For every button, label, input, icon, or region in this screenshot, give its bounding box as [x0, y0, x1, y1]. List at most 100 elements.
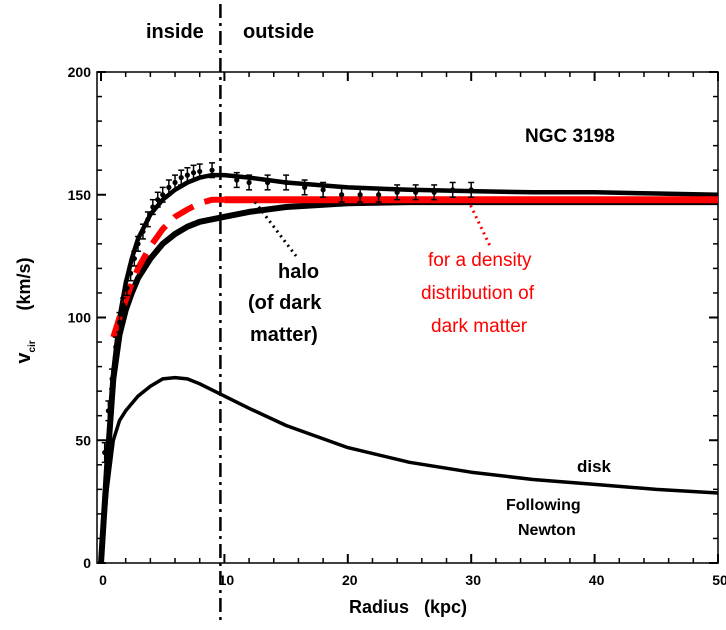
- x-axis-label: Radius (kpc): [349, 597, 467, 617]
- data-point: [139, 223, 146, 240]
- point-marker: [105, 408, 112, 414]
- point-marker: [150, 204, 156, 210]
- plot-frame: [96, 71, 719, 564]
- newton-label-line2: Newton: [518, 522, 576, 539]
- density-label-line3: dark matter: [431, 316, 528, 337]
- point-marker: [113, 344, 119, 350]
- point-marker: [166, 184, 172, 190]
- point-marker: [102, 449, 108, 456]
- data-point: [149, 198, 156, 216]
- data-point: [468, 181, 475, 198]
- y-tick-label: 200: [68, 64, 92, 80]
- data-point: [283, 174, 290, 191]
- data-point: [112, 336, 119, 358]
- x-tick-label: 20: [342, 572, 358, 588]
- point-marker: [109, 376, 115, 382]
- x-tick-label: 0: [99, 572, 107, 588]
- y-axis-symbol: v: [13, 352, 35, 364]
- data-point: [412, 184, 419, 201]
- point-marker: [450, 187, 456, 193]
- x-tick-label: 40: [589, 572, 605, 588]
- disk-label: disk: [577, 457, 612, 476]
- data-point: [264, 174, 271, 191]
- density-label-line1: for a density: [428, 250, 532, 271]
- x-tick-label: 30: [465, 572, 481, 588]
- data-point: [131, 250, 138, 267]
- point-marker: [190, 170, 197, 176]
- point-marker: [160, 192, 166, 198]
- data-point: [357, 186, 364, 203]
- svg-text:vcir: vcir: [13, 340, 38, 363]
- point-marker: [135, 241, 141, 247]
- point-marker: [394, 189, 400, 195]
- point-marker: [140, 228, 146, 235]
- data-point: [159, 186, 166, 203]
- point-marker: [320, 187, 326, 193]
- data-point: [338, 186, 345, 203]
- halo-label-line2: (of dark: [248, 292, 322, 314]
- point-marker: [116, 319, 123, 326]
- newton-label-line1: Following: [506, 497, 581, 514]
- axes: 0 50 100 150 200 0 10 20 30 40 50: [68, 4, 726, 624]
- data-point: [135, 235, 142, 252]
- point-marker: [376, 192, 382, 198]
- data-point: [301, 179, 308, 196]
- y-tick-label: 50: [75, 432, 91, 448]
- data-point: [375, 186, 382, 203]
- point-marker: [264, 179, 271, 186]
- y-tick-label: 150: [68, 187, 92, 203]
- curves: [98, 172, 719, 564]
- data-point: [431, 184, 438, 201]
- point-marker: [234, 177, 240, 183]
- y-tick-label: 100: [68, 310, 92, 326]
- point-marker: [184, 172, 190, 178]
- point-marker: [131, 255, 137, 262]
- point-marker: [124, 285, 130, 291]
- chart-title: NGC 3198: [525, 126, 615, 147]
- point-marker: [413, 189, 419, 195]
- point-marker: [120, 302, 126, 308]
- data-point: [165, 179, 172, 196]
- y-axis-subscript: cir: [27, 340, 38, 352]
- region-label-outside: outside: [243, 21, 314, 43]
- data-point: [172, 174, 179, 191]
- point-marker: [246, 179, 252, 186]
- density-label-line2: distribution of: [421, 283, 535, 304]
- point-marker: [197, 168, 203, 175]
- data-point: [120, 297, 127, 314]
- y-axis-unit: (km/s): [14, 257, 34, 310]
- data-point: [123, 279, 130, 297]
- data-point: [449, 181, 456, 198]
- y-tick-label: 0: [83, 555, 91, 571]
- point-marker: [209, 167, 215, 173]
- point-marker: [339, 192, 345, 198]
- data-point: [154, 191, 161, 208]
- data-point: [184, 166, 191, 184]
- point-marker: [178, 174, 184, 181]
- total-curve: [98, 172, 719, 564]
- data-point: [196, 163, 203, 180]
- point-marker: [172, 179, 178, 186]
- point-marker: [302, 184, 308, 190]
- point-marker: [283, 179, 289, 186]
- data-point: [209, 162, 216, 179]
- data-point: [101, 441, 108, 464]
- disk-curve: [99, 375, 719, 564]
- point-marker: [128, 270, 134, 276]
- point-marker: [145, 216, 151, 222]
- data-points: [101, 162, 475, 464]
- data-point: [105, 400, 112, 422]
- data-point: [394, 184, 401, 201]
- point-marker: [155, 197, 161, 203]
- data-point: [190, 164, 197, 181]
- point-marker: [357, 192, 363, 198]
- data-point: [127, 265, 134, 282]
- y-axis-label: vcir (km/s): [13, 257, 38, 363]
- region-label-inside: inside: [146, 21, 204, 43]
- halo-label-line1: halo: [278, 261, 319, 283]
- point-marker: [431, 189, 437, 195]
- data-point: [233, 171, 240, 189]
- x-tick-label: 10: [219, 572, 235, 588]
- halo-label-line3: matter): [250, 324, 318, 346]
